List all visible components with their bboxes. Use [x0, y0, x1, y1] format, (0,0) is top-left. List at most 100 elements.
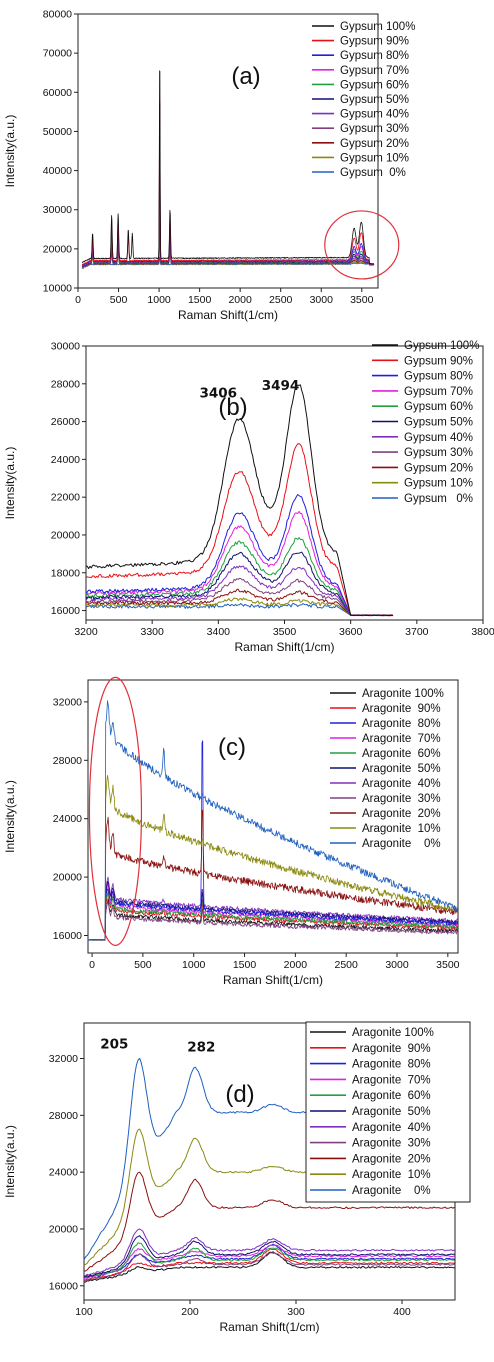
- panel-label: (c): [218, 734, 246, 761]
- y-tick-label: 24000: [51, 454, 80, 466]
- series-line: [85, 443, 394, 617]
- series-line: [88, 893, 458, 941]
- series-line: [85, 588, 394, 617]
- y-tick-label: 28000: [49, 1110, 78, 1122]
- series-line: [85, 494, 393, 617]
- legend-label: Gypsum 90%: [340, 36, 409, 48]
- panel-label: (d): [225, 1081, 254, 1108]
- legend-label: Aragonite 10%: [362, 823, 441, 835]
- y-tick-label: 30000: [43, 204, 72, 216]
- y-tick-label: 50000: [43, 126, 72, 138]
- y-tick-label: 80000: [43, 9, 72, 21]
- y-tick-label: 16000: [51, 605, 80, 617]
- legend-label: Aragonite 50%: [362, 763, 441, 775]
- legend-label: Gypsum 0%: [404, 493, 473, 505]
- y-tick-label: 28000: [51, 378, 80, 390]
- panel-label: (a): [231, 63, 260, 90]
- x-tick-label: 3400: [207, 626, 231, 638]
- y-axis-label: Intensity(a.u.): [3, 447, 17, 520]
- y-tick-label: 28000: [53, 755, 82, 767]
- x-tick-label: 200: [181, 1306, 199, 1318]
- plot-frame: [77, 13, 379, 289]
- legend-box: [305, 1021, 471, 1203]
- legend-label: Aragonite 30%: [352, 1138, 431, 1150]
- legend-label: Aragonite 100%: [352, 1027, 434, 1039]
- y-tick-label: 32000: [49, 1053, 78, 1065]
- legend: Aragonite 100% Aragonite 90% Aragonite 80%…: [310, 1027, 434, 1197]
- x-tick-label: 3500: [350, 294, 374, 306]
- y-tick-label: 20000: [53, 872, 82, 884]
- x-tick-label: 3600: [339, 626, 363, 638]
- legend: Aragonite 100% Aragonite 90% Aragonite 80%…: [330, 688, 444, 850]
- series-line: [81, 183, 375, 268]
- legend-label: Gypsum 60%: [340, 79, 409, 91]
- y-tick-label: 22000: [51, 492, 80, 504]
- x-tick-label: 1000: [147, 294, 171, 306]
- legend-label: Gypsum 80%: [404, 371, 473, 383]
- series-line: [85, 551, 394, 617]
- y-tick-label: 32000: [53, 696, 82, 708]
- y-tick-label: 40000: [43, 165, 72, 177]
- series-line: [84, 1171, 455, 1272]
- legend-label: Gypsum 40%: [340, 109, 409, 121]
- peak-label: 282: [187, 1039, 215, 1055]
- x-tick-label: 0: [89, 959, 95, 971]
- legend-label: Aragonite 80%: [362, 718, 441, 730]
- series-line: [83, 1244, 455, 1280]
- series-line: [87, 740, 458, 941]
- series-line: [81, 102, 375, 266]
- legend-label: Aragonite 0%: [362, 838, 441, 850]
- series-line: [83, 1242, 455, 1278]
- legend-label: Gypsum 50%: [404, 417, 473, 429]
- x-tick-label: 3700: [405, 626, 429, 638]
- legend-label: Aragonite 60%: [352, 1090, 431, 1102]
- series-line: [87, 882, 458, 941]
- peak-label: 3494: [262, 378, 300, 394]
- legend-label: Aragonite 90%: [352, 1043, 431, 1055]
- legend-label: Aragonite 40%: [352, 1122, 431, 1134]
- y-axis-label: Intensity(a.u.): [3, 780, 17, 853]
- y-tick-label: 10000: [43, 283, 72, 295]
- legend-label: Aragonite 50%: [352, 1106, 431, 1118]
- legend-label: Gypsum 60%: [404, 401, 473, 413]
- x-axis-label: Raman Shift(1/cm): [178, 308, 278, 322]
- x-tick-label: 3500: [273, 626, 297, 638]
- legend-label: Gypsum 40%: [404, 432, 473, 444]
- series-line: [85, 577, 394, 617]
- series-line: [83, 1228, 455, 1277]
- legend-label: Aragonite 90%: [362, 703, 441, 715]
- y-tick-label: 70000: [43, 48, 72, 60]
- series-line: [81, 197, 375, 268]
- legend-label: Gypsum 30%: [340, 123, 409, 135]
- series-line: [87, 901, 458, 941]
- legend-label: Gypsum 30%: [404, 447, 473, 459]
- legend-label: Aragonite 30%: [362, 793, 441, 805]
- y-tick-label: 20000: [43, 243, 72, 255]
- y-tick-label: 20000: [49, 1223, 78, 1235]
- x-tick-label: 2500: [269, 294, 293, 306]
- x-tick-label: 3000: [385, 959, 409, 971]
- series-line: [88, 700, 458, 941]
- series-line: [81, 137, 375, 266]
- y-tick-label: 24000: [53, 813, 82, 825]
- plot-frame: [87, 679, 459, 954]
- peak-label: 3406: [200, 385, 238, 401]
- series-line: [87, 809, 458, 941]
- legend-label: Aragonite 20%: [352, 1153, 431, 1165]
- highlight-ellipse: [88, 676, 143, 946]
- highlight-circle: [324, 210, 400, 280]
- y-axis-label: Intensity(a.u.): [3, 115, 17, 188]
- series-line: [86, 597, 393, 617]
- series-line: [85, 510, 394, 617]
- x-tick-label: 3500: [436, 959, 460, 971]
- x-tick-label: 2000: [228, 294, 252, 306]
- legend-label: Gypsum 20%: [340, 138, 409, 150]
- panel-d: 100 200 300 400 16000 20000 24000 28000 32000 Ram…: [3, 1021, 471, 1334]
- y-axis-label: Intensity(a.u.): [3, 1125, 17, 1198]
- x-tick-label: 3200: [74, 626, 98, 638]
- legend-label: Gypsum 20%: [404, 462, 473, 474]
- x-axis-label: Raman Shift(1/cm): [219, 1320, 319, 1334]
- legend-label: Gypsum 80%: [340, 50, 409, 62]
